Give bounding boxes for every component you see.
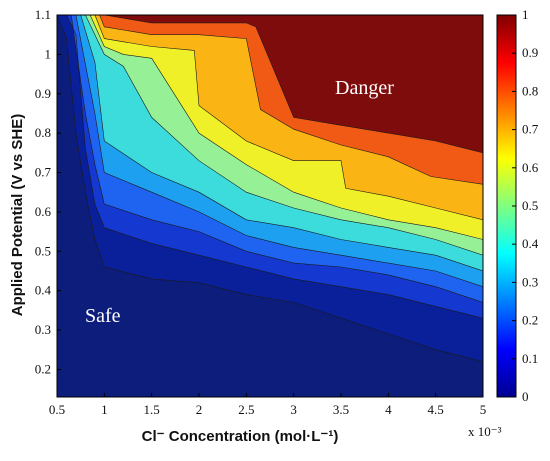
x-tick-label: 1.5: [144, 402, 160, 417]
x-multiplier-label: x 10⁻³: [468, 424, 502, 439]
contour-line-0.6: [85, 15, 483, 256]
colorbar: 0 0.1 0.2 0.3 0.4 0.5 0.6 0.7 0.8 0.9 1: [496, 7, 539, 404]
colorbar-tick-label: 0.6: [522, 160, 539, 175]
y-axis: 0.2 0.3 0.4 0.5 0.6 0.7 0.8 0.9 1 1.1: [35, 7, 61, 376]
contour-line-1: [104, 15, 483, 154]
y-tick-label: 1.1: [35, 7, 51, 22]
colorbar-ticks: 0 0.1 0.2 0.3 0.4 0.5 0.6 0.7 0.8 0.9 1: [512, 7, 539, 404]
colorbar-tick-label: 0.3: [522, 274, 538, 289]
x-tick-label: 5: [480, 402, 487, 417]
colorbar-tick-label: 0.7: [522, 122, 539, 137]
contour-line-0.3: [70, 15, 483, 303]
annotation-danger: Danger: [335, 77, 394, 99]
x-tick-label: 4: [385, 402, 392, 417]
y-tick-label: 0.8: [35, 125, 51, 140]
contour-bands: [57, 15, 483, 362]
contour-lines: [57, 15, 483, 362]
x-tick-label: 3.5: [333, 402, 349, 417]
contour-line-0.1: [57, 15, 483, 362]
y-tick-label: 1: [45, 46, 52, 61]
x-tick-label: 2.5: [238, 402, 254, 417]
colorbar-tick-label: 0.9: [522, 45, 538, 60]
colorbar-tick-label: 0.8: [522, 83, 538, 98]
plot-frame: [56, 14, 484, 398]
y-tick-label: 0.5: [35, 243, 51, 258]
x-tick-label: 0.5: [49, 402, 65, 417]
x-tick-label: 3: [290, 402, 297, 417]
contour-band-danger: [104, 15, 483, 153]
x-axis-title: Cl⁻ Concentration (mol·L⁻¹): [142, 428, 339, 445]
plot-area: [57, 15, 483, 397]
contour-line-0.4: [75, 15, 483, 287]
y-tick-label: 0.4: [35, 283, 52, 298]
contour-line-0.5: [80, 15, 483, 272]
colorbar-tick-label: 1: [522, 7, 529, 22]
colorbar-tick-label: 0.2: [522, 313, 538, 328]
colorbar-tick-label: 0: [522, 389, 529, 404]
y-tick-label: 0.7: [35, 165, 52, 180]
contour-line-0.7: [89, 15, 483, 240]
contour-line-0.9: [99, 15, 483, 185]
x-tick-label: 4.5: [428, 402, 444, 417]
annotation-safe: Safe: [85, 305, 121, 327]
colorbar-tick-label: 0.5: [522, 198, 538, 213]
x-axis: 0.5 1 1.5 2 2.5 3 3.5 4 4.5 5: [49, 393, 486, 417]
y-tick-label: 0.3: [35, 322, 51, 337]
colorbar-tick-label: 0.1: [522, 351, 538, 366]
x-tick-label: 1: [101, 402, 108, 417]
y-tick-label: 0.2: [35, 361, 51, 376]
y-tick-label: 0.9: [35, 86, 51, 101]
contour-line-0.8: [94, 15, 483, 221]
y-axis-title: Applied Potential (V vs SHE): [9, 114, 26, 317]
y-tick-label: 0.6: [35, 204, 52, 219]
colorbar-tick-label: 0.4: [522, 236, 539, 251]
contour-line-0.2: [66, 15, 483, 319]
x-tick-label: 2: [196, 402, 203, 417]
